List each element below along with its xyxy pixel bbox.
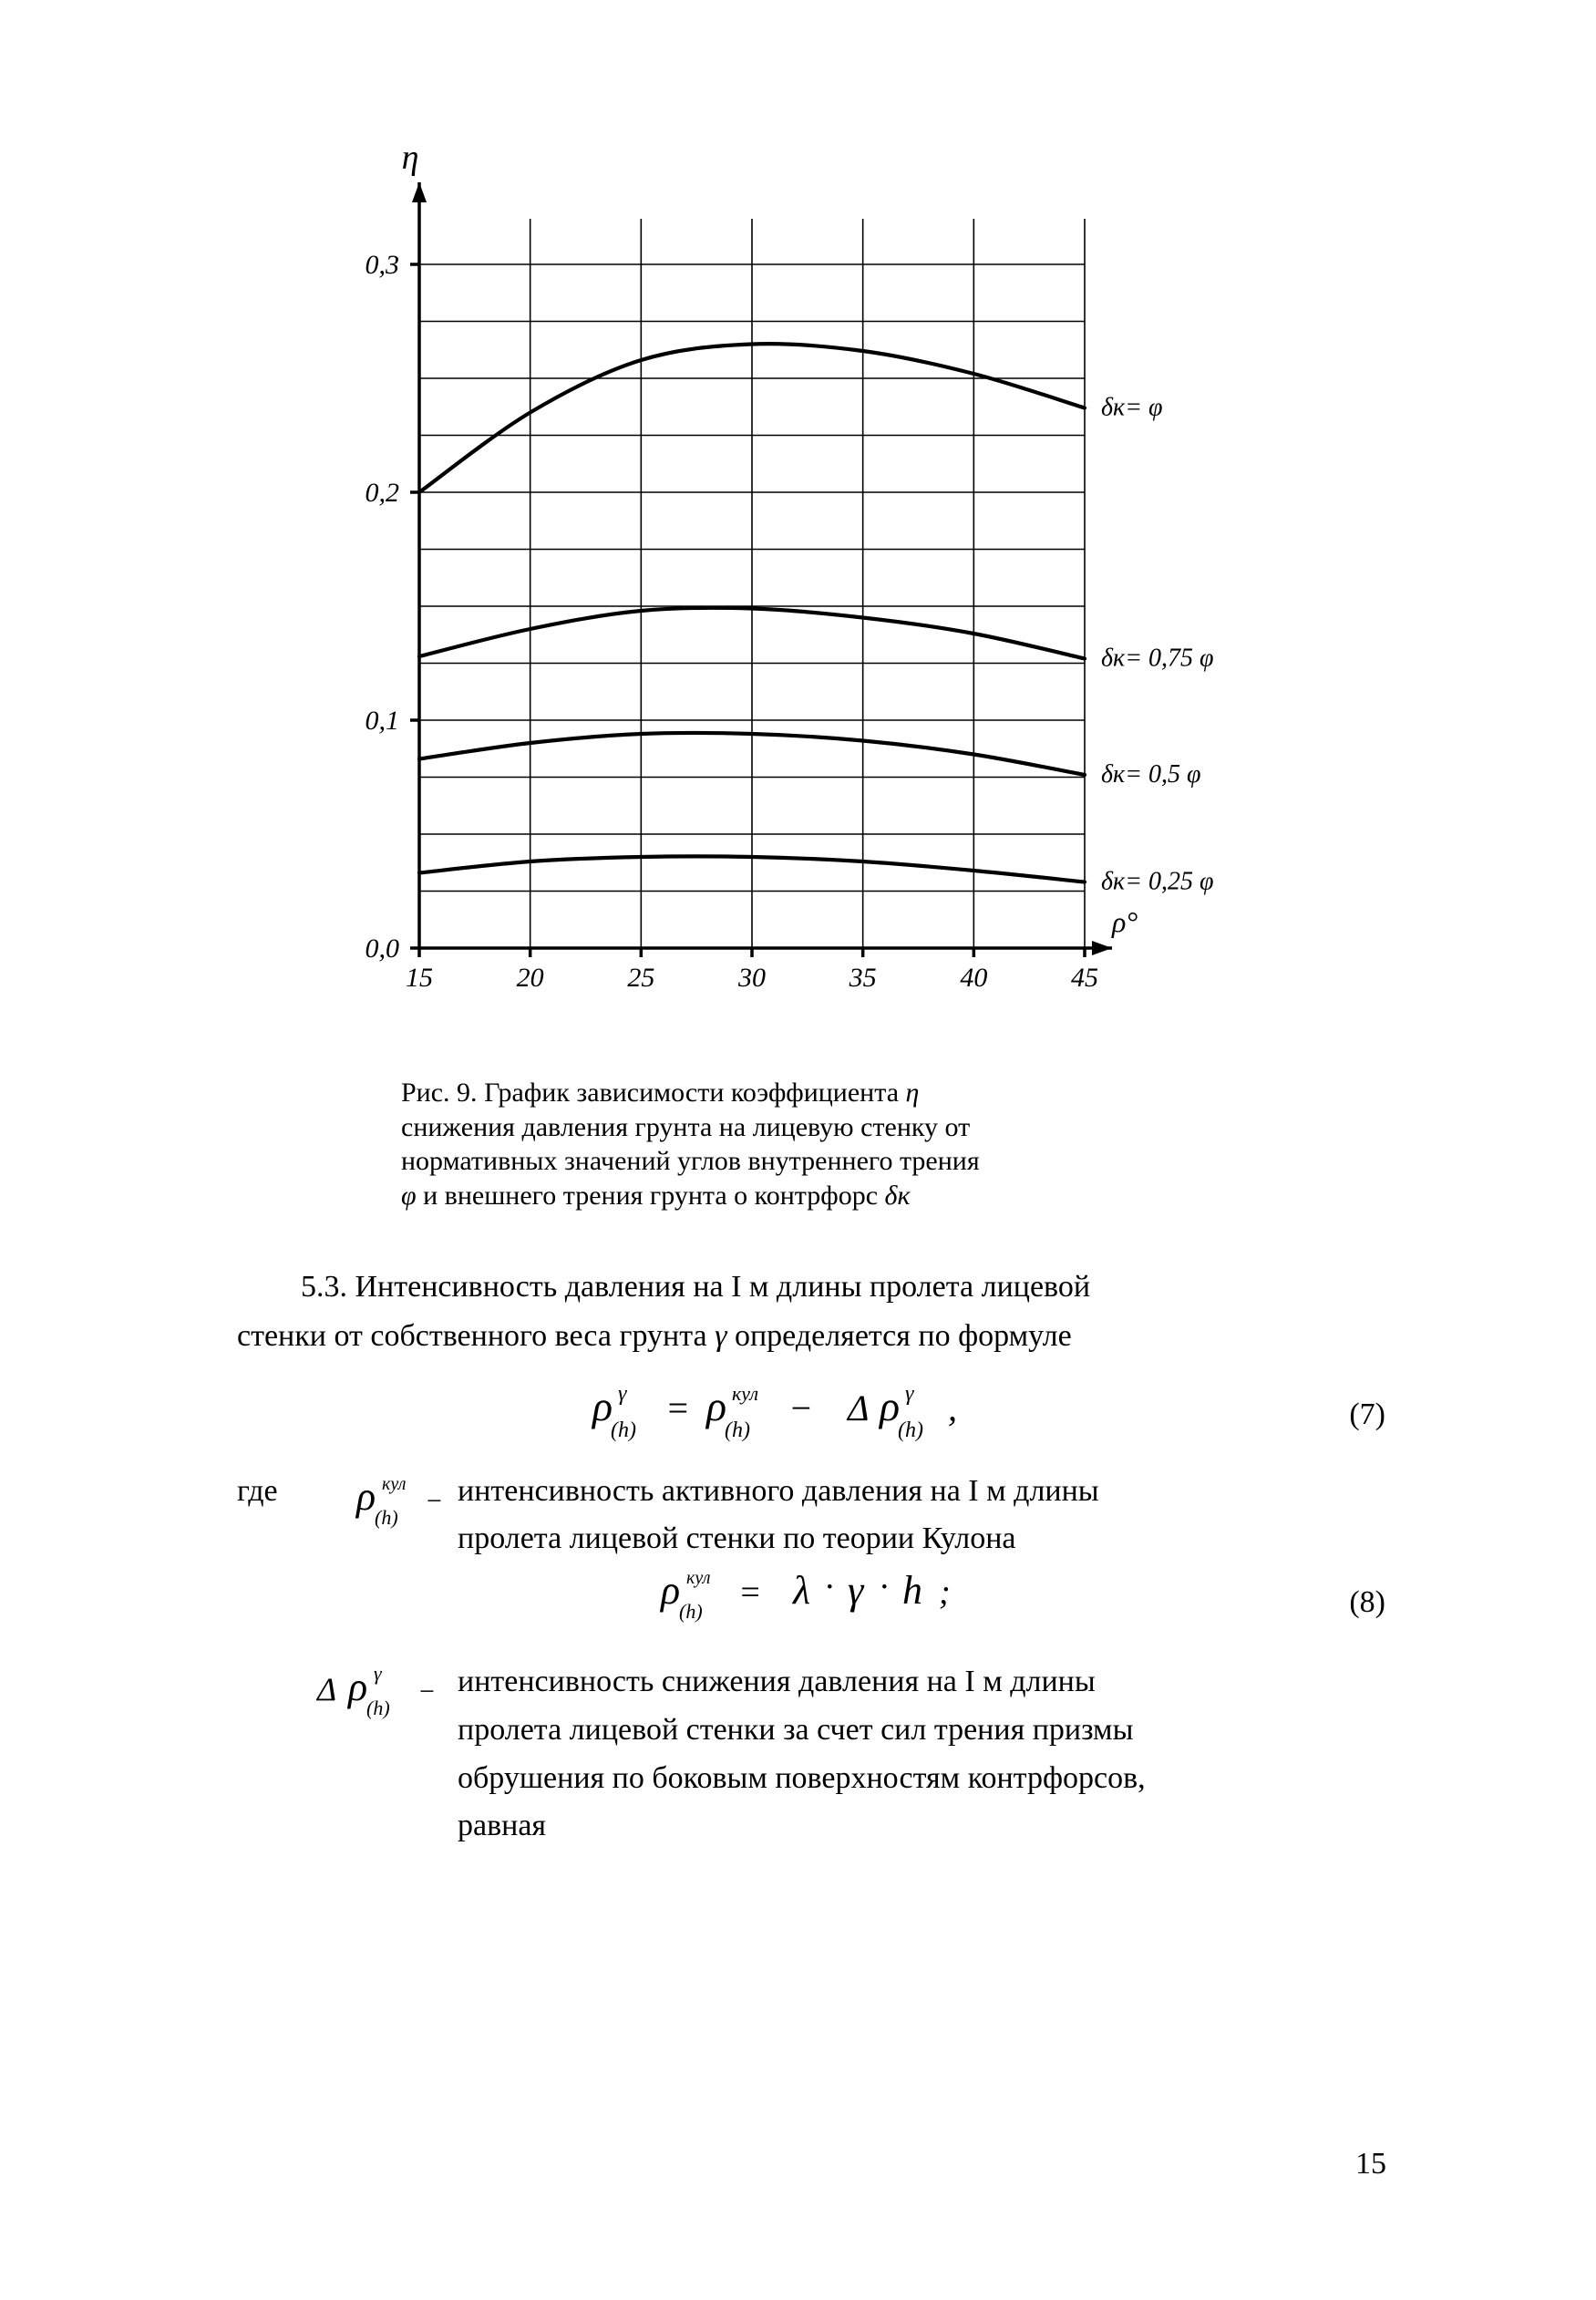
svg-text:−: − — [425, 1486, 443, 1516]
svg-text:,: , — [948, 1387, 957, 1428]
caption-l4b: и внешнего трения грунта о контрфорс — [423, 1181, 884, 1211]
svg-text:0,2: 0,2 — [366, 478, 400, 508]
svg-text:35: 35 — [849, 963, 877, 993]
svg-text:(h): (h) — [725, 1418, 750, 1442]
svg-text:δк= 0,5 φ: δк= 0,5 φ — [1101, 760, 1201, 789]
svg-text:ρ: ρ — [705, 1383, 726, 1429]
caption-sym-phi: φ — [401, 1181, 417, 1211]
caption-l2: снижения давления грунта на лицевую стен… — [401, 1110, 1167, 1145]
def2-text: интенсивность снижения давления на I м д… — [458, 1658, 1385, 1851]
caption-l1: График зависимости коэффициента — [484, 1078, 905, 1108]
svg-text:Δ: Δ — [315, 1671, 336, 1707]
svg-text:γ: γ — [618, 1382, 627, 1406]
svg-text:γ: γ — [905, 1382, 914, 1406]
svg-text:0,1: 0,1 — [366, 706, 400, 736]
svg-text:15: 15 — [406, 963, 433, 993]
svg-text:0,0: 0,0 — [366, 933, 400, 964]
chart-svg: 152025303540450,00,10,20,3ηρ°δк= φδк= 0,… — [292, 155, 1203, 1048]
svg-text:=: = — [738, 1573, 762, 1612]
def-row-1: где ρ кул (h) − интенсивность активного … — [237, 1468, 1385, 1563]
caption-prefix: Рис. 9. — [401, 1078, 484, 1108]
svg-text:λ: λ — [791, 1568, 810, 1613]
formula-8-svg: ρ кул (h) = λ · γ · h ; — [633, 1560, 1053, 1629]
svg-text:ρ: ρ — [878, 1383, 900, 1429]
svg-text:γ: γ — [374, 1662, 383, 1685]
page-number: 15 — [1355, 2147, 1386, 2181]
svg-text:40: 40 — [960, 963, 987, 993]
svg-text:;: ; — [939, 1573, 951, 1612]
formula-7: ρ γ (h) = ρ кул (h) − Δ ρ γ (h) , (7) — [237, 1375, 1385, 1455]
svg-text:δк= 0,25 φ: δк= 0,25 φ — [1101, 868, 1214, 896]
eq-number-7: (7) — [1349, 1398, 1385, 1432]
formula-7-svg: ρ γ (h) = ρ кул (h) − Δ ρ γ (h) , — [556, 1375, 1030, 1446]
svg-text:(h): (h) — [375, 1506, 398, 1529]
svg-text:45: 45 — [1071, 963, 1098, 993]
caption-sym-delta: δк — [885, 1181, 911, 1211]
svg-text:ρ: ρ — [355, 1474, 376, 1519]
svg-text:ρ: ρ — [591, 1383, 613, 1429]
figure-caption: Рис. 9. График зависимости коэффициента … — [401, 1076, 1167, 1212]
svg-text:·: · — [825, 1568, 834, 1606]
def-intro: где — [237, 1468, 301, 1516]
svg-text:ρ: ρ — [346, 1665, 367, 1709]
svg-text:кул: кул — [686, 1568, 711, 1588]
para-gamma: γ — [715, 1319, 726, 1353]
caption-sym-eta: η — [906, 1078, 920, 1108]
svg-text:(h): (h) — [898, 1418, 923, 1442]
chart-container: 152025303540450,00,10,20,3ηρ°δк= φδк= 0,… — [292, 155, 1203, 1048]
svg-text:δк= 0,75 φ: δк= 0,75 φ — [1101, 645, 1214, 673]
svg-text:ρ°: ρ° — [1111, 905, 1138, 938]
svg-text:γ: γ — [848, 1568, 865, 1613]
svg-text:30: 30 — [737, 963, 766, 993]
formula-8: ρ кул (h) = λ · γ · h ; (8) — [237, 1560, 1385, 1645]
def1-text: интенсивность активного давления на I м … — [458, 1468, 1385, 1563]
definitions: где ρ кул (h) − интенсивность активного … — [237, 1468, 1385, 1851]
svg-text:Δ: Δ — [846, 1387, 869, 1428]
caption-l3: нормативных значений углов внутреннего т… — [401, 1144, 1167, 1179]
svg-text:ρ: ρ — [659, 1568, 680, 1613]
svg-text:(h): (h) — [611, 1418, 636, 1442]
svg-text:(h): (h) — [366, 1697, 390, 1719]
eq-number-8: (8) — [1349, 1579, 1385, 1627]
paragraph-5-3: 5.3. Интенсивность давления на I м длины… — [237, 1263, 1385, 1362]
svg-text:−: − — [788, 1387, 813, 1428]
svg-text:−: − — [417, 1676, 436, 1707]
para-lead: 5.3. Интенсивность давления на I м длины… — [301, 1270, 1090, 1304]
svg-text:0,3: 0,3 — [366, 250, 400, 280]
def-row-2: Δ ρ γ (h) − интенсивность снижения давле… — [237, 1658, 1385, 1851]
svg-text:20: 20 — [517, 963, 544, 993]
def1-symbol: ρ кул (h) − — [315, 1468, 443, 1532]
svg-text:h: h — [902, 1568, 922, 1613]
svg-text:η: η — [402, 139, 419, 177]
svg-text:·: · — [880, 1568, 889, 1606]
svg-text:кул: кул — [382, 1474, 407, 1494]
svg-text:δк= φ: δк= φ — [1101, 394, 1163, 422]
para-rest1: стенки от собственного веса грунта — [237, 1319, 715, 1353]
svg-text:25: 25 — [627, 963, 654, 993]
def2-symbol: Δ ρ γ (h) − — [315, 1658, 443, 1722]
svg-text:(h): (h) — [679, 1600, 703, 1623]
para-rest2: определяется по формуле — [735, 1319, 1072, 1353]
svg-text:кул: кул — [732, 1382, 758, 1405]
svg-text:=: = — [665, 1387, 690, 1428]
